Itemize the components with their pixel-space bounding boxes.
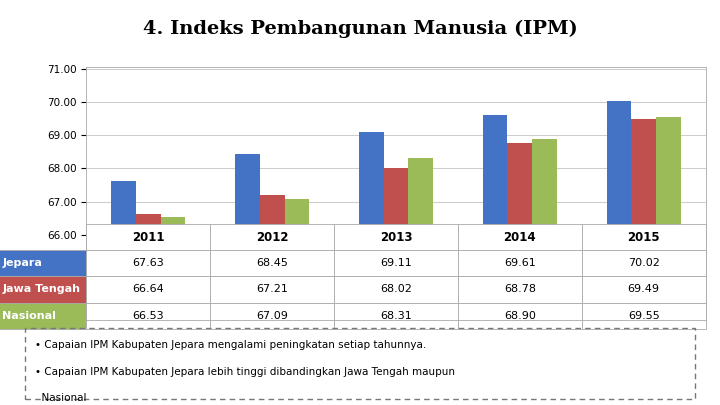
- Text: 4. Indeks Pembangunan Manusia (IPM): 4. Indeks Pembangunan Manusia (IPM): [143, 20, 577, 38]
- Bar: [408, 158, 433, 405]
- Text: • Capaian IPM Kabupaten Jepara lebih tinggi dibandingkan Jawa Tengah maupun: • Capaian IPM Kabupaten Jepara lebih tin…: [35, 367, 455, 377]
- Bar: [161, 217, 186, 405]
- Bar: [384, 168, 408, 405]
- Bar: [606, 101, 631, 405]
- Bar: [260, 195, 284, 405]
- Bar: [235, 153, 260, 405]
- Bar: [508, 143, 532, 405]
- Bar: [284, 199, 310, 405]
- Text: Nasional: Nasional: [35, 394, 86, 403]
- Bar: [656, 117, 681, 405]
- Bar: [482, 115, 508, 405]
- Bar: [359, 132, 384, 405]
- Text: • Capaian IPM Kabupaten Jepara mengalami peningkatan setiap tahunnya.: • Capaian IPM Kabupaten Jepara mengalami…: [35, 339, 426, 350]
- Bar: [136, 214, 161, 405]
- Bar: [532, 139, 557, 405]
- Bar: [631, 119, 656, 405]
- Bar: [111, 181, 136, 405]
